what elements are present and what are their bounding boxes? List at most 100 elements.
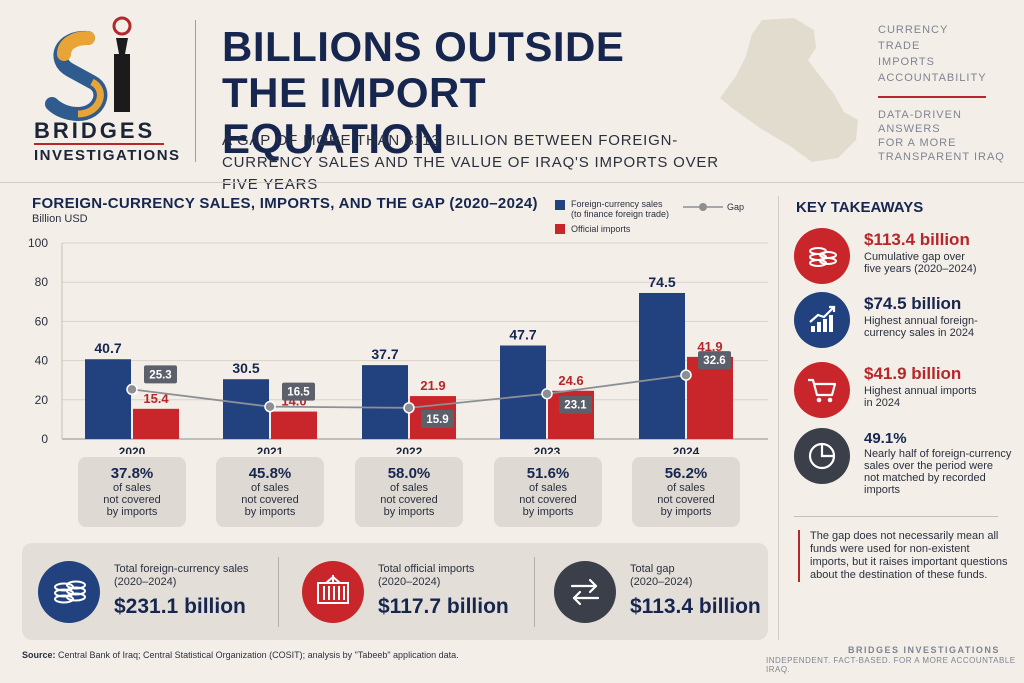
data-label-gap: 16.5 (287, 387, 310, 399)
header-divider (195, 20, 196, 162)
bar-sales-2020 (85, 359, 131, 439)
brand-name-sub: INVESTIGATIONS (34, 147, 181, 164)
x-tick-label: 2021 (257, 445, 284, 454)
x-tick-label: 2023 (534, 445, 561, 454)
data-label-sales: 47.7 (509, 327, 536, 343)
uncovered-label: of sales not covered by imports (380, 482, 438, 518)
topic-item: IMPORTS (878, 56, 935, 68)
data-label-imports: 41.9 (697, 339, 722, 354)
gap-point (680, 369, 692, 381)
y-tick-label: 100 (28, 236, 48, 250)
chart-plot: 02040608010040.715.4202030.514.0202137.7… (28, 236, 768, 454)
data-label-sales: 74.5 (648, 274, 675, 290)
bar-imports-2021 (271, 411, 317, 439)
takeaway-desc: Highest annual foreign- currency sales i… (864, 315, 978, 339)
page-subtitle: A GAP OF MORE THAN $113 BILLION BETWEEN … (222, 132, 719, 193)
uncovered-box-2021: 45.8% of sales not covered by imports (216, 457, 324, 527)
takeaway-value: 49.1% (864, 430, 907, 447)
y-tick-label: 40 (35, 354, 49, 368)
total-imports-label: Total official imports (2020–2024) (378, 563, 475, 588)
topic-item: ACCOUNTABILITY (878, 72, 987, 84)
total-sales: Total foreign-currency sales (2020–2024)… (26, 543, 276, 640)
legend-swatch-sales (555, 200, 565, 210)
data-label-gap: 25.3 (149, 369, 171, 381)
data-label-sales: 30.5 (232, 360, 259, 376)
column-divider (778, 196, 779, 640)
bar-sales-2023 (500, 345, 546, 439)
legend-label-imports: Official imports (571, 224, 631, 234)
takeaway-value: $41.9 billion (864, 364, 962, 383)
y-tick-label: 0 (41, 432, 48, 446)
footer-tagline: INDEPENDENT. FACT-BASED. FOR A MORE ACCO… (766, 656, 1016, 674)
bar-sales-2021 (223, 379, 269, 439)
uncovered-label: of sales not covered by imports (241, 482, 299, 518)
data-label-gap: 32.6 (703, 355, 725, 367)
takeaway-desc: Highest annual imports in 2024 (864, 385, 977, 409)
gap-label-box (282, 382, 315, 401)
uncovered-share: 37.8% (110, 465, 154, 482)
source-note: Source: Central Bank of Iraq; Central St… (22, 650, 459, 660)
motto-line: TRANSPARENT IRAQ (878, 151, 1005, 163)
coins-icon (38, 561, 100, 623)
totals-divider (278, 557, 279, 627)
uncovered-label: of sales not covered by imports (103, 482, 161, 518)
uncovered-share: 45.8% (248, 465, 292, 482)
topics-rule (878, 96, 986, 98)
uncovered-box-2024: 56.2% of sales not covered by imports (632, 457, 740, 527)
total-gap-label: Total gap (2020–2024) (630, 563, 693, 588)
takeaway-value: $113.4 billion (864, 230, 970, 249)
uncovered-share: 51.6% (526, 465, 570, 482)
uncovered-share: 58.0% (387, 465, 431, 482)
coins-icon (794, 228, 850, 284)
total-sales-value: $231.1 billion (114, 595, 246, 618)
iraq-map-icon (720, 18, 858, 162)
source-label: Source: (22, 650, 56, 660)
data-label-sales: 37.7 (371, 346, 398, 362)
total-gap: Total gap (2020–2024) $113.4 billion (542, 543, 768, 640)
y-tick-label: 60 (35, 314, 49, 328)
topic-item: CURRENCY (878, 24, 949, 36)
key-takeaways-title: KEY TAKEAWAYS (796, 199, 924, 216)
uncovered-box-2022: 58.0% of sales not covered by imports (355, 457, 463, 527)
brand-rule (34, 143, 164, 145)
gap-label-box (698, 351, 731, 370)
totals-divider (534, 557, 535, 627)
gap-point (403, 402, 415, 414)
legend-label-sales: Foreign-currency sales (571, 199, 663, 209)
gap-label-box (144, 365, 177, 384)
y-tick-label: 80 (35, 275, 49, 289)
exchange-arrows-icon (554, 561, 616, 623)
totals-bar: Total foreign-currency sales (2020–2024)… (22, 543, 768, 640)
chart-y-unit: Billion USD (32, 213, 88, 225)
data-label-imports: 15.4 (143, 391, 169, 406)
total-imports-value: $117.7 billion (378, 595, 509, 618)
motto-line: DATA-DRIVEN (878, 109, 962, 121)
uncovered-box-2020: 37.8% of sales not covered by imports (78, 457, 186, 527)
gap-point (541, 387, 553, 400)
source-text: Central Bank of Iraq; Central Statistica… (55, 650, 459, 660)
bar-sales-2022 (362, 365, 408, 439)
takeaway-value: $74.5 billion (864, 294, 962, 313)
uncovered-share: 56.2% (664, 465, 708, 482)
x-tick-label: 2024 (673, 445, 700, 454)
bridges-logo (45, 16, 132, 122)
gap-label-box (421, 409, 454, 428)
gap-point (264, 400, 276, 413)
x-tick-label: 2020 (119, 445, 146, 454)
data-label-gap: 23.1 (564, 400, 587, 412)
total-imports: Total official imports (2020–2024) $117.… (290, 543, 540, 640)
legend-swatch-imports (555, 224, 565, 234)
chart-legend: Foreign-currency sales (to finance forei… (555, 198, 775, 238)
total-gap-value: $113.4 billion (630, 595, 761, 618)
chart-title: FOREIGN-CURRENCY SALES, IMPORTS, AND THE… (32, 195, 538, 212)
y-tick-label: 20 (35, 393, 49, 407)
x-tick-label: 2022 (396, 445, 423, 454)
takeaway-item: $74.5 billion Highest annual foreign- cu… (794, 292, 1014, 356)
topics-list: CURRENCY TRADE IMPORTS ACCOUNTABILITY (878, 22, 987, 86)
brand-name: BRIDGES (34, 118, 156, 143)
total-sales-label: Total foreign-currency sales (2020–2024) (114, 563, 249, 588)
uncovered-label: of sales not covered by imports (657, 482, 715, 518)
data-label-imports: 24.6 (558, 373, 583, 388)
takeaway-item: $113.4 billion Cumulative gap over five … (794, 228, 1014, 292)
topic-item: TRADE (878, 40, 921, 52)
